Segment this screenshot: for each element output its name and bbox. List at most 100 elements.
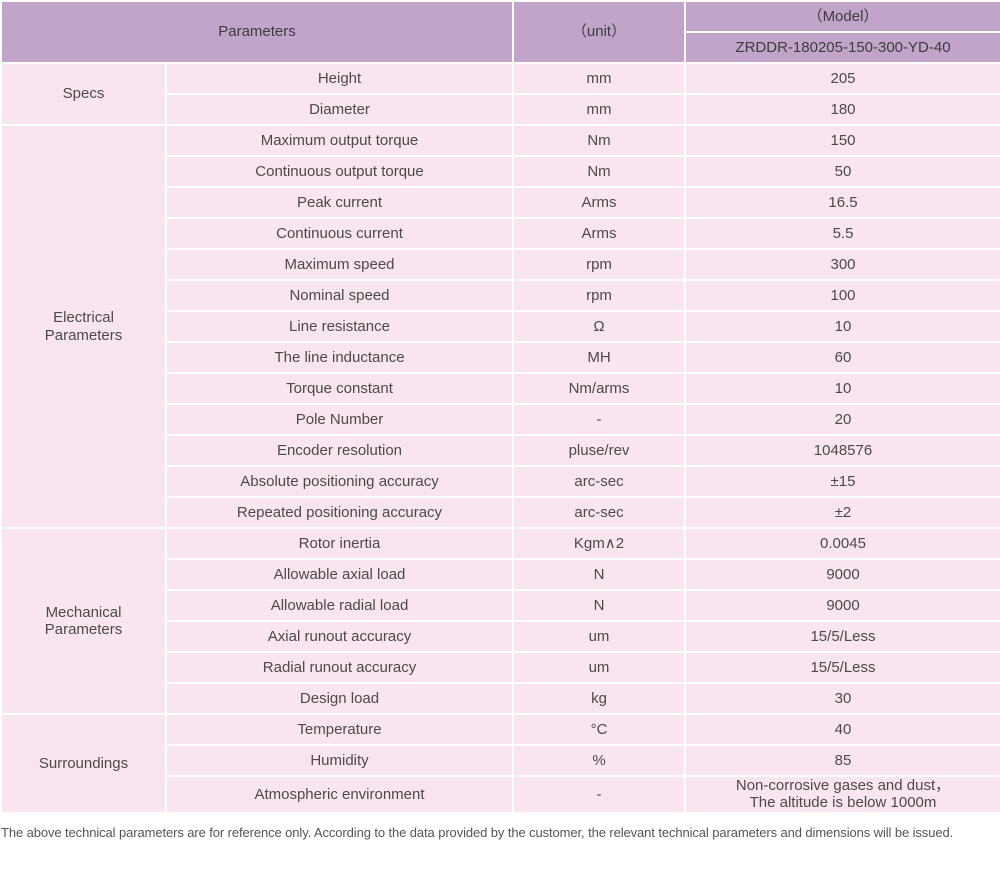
table-row: Mechanical Parameters Rotor inertia Kgm∧… [0, 527, 1000, 715]
unit-cell: °C [512, 713, 686, 746]
table-row: Atmospheric environment - Non-corrosive … [1, 775, 1000, 814]
param-cell: Rotor inertia [165, 527, 514, 560]
unit-cell: kg [512, 682, 686, 715]
unit-cell: um [512, 620, 686, 653]
table-row: Encoder resolution pluse/rev 1048576 [1, 434, 1000, 467]
unit-cell: Arms [512, 186, 686, 219]
unit-cell: um [512, 651, 686, 684]
unit-cell: rpm [512, 279, 686, 312]
param-cell: Absolute positioning accuracy [165, 465, 514, 498]
value-cell: 16.5 [684, 186, 1000, 219]
param-cell: Temperature [165, 713, 514, 746]
param-cell: Peak current [165, 186, 514, 219]
value-cell: 10 [684, 372, 1000, 405]
table-row: Design load kg 30 [1, 682, 1000, 715]
value-cell: 100 [684, 279, 1000, 312]
table-row: Line resistance Ω 10 [1, 310, 1000, 343]
group-cell-electrical: Electrical Parameters [0, 124, 167, 529]
table-row: Maximum speed rpm 300 [1, 248, 1000, 281]
table-row: Electrical Parameters Maximum output tor… [0, 124, 1000, 529]
param-cell: Repeated positioning accuracy [165, 496, 514, 529]
param-cell: Design load [165, 682, 514, 715]
value-cell: 10 [684, 310, 1000, 343]
param-cell: Encoder resolution [165, 434, 514, 467]
value-cell: 15/5/Less [684, 651, 1000, 684]
param-cell: Atmospheric environment [165, 775, 514, 814]
param-cell: Maximum speed [165, 248, 514, 281]
value-cell: 40 [684, 713, 1000, 746]
value-cell: Non-corrosive gases and dust， The altitu… [684, 775, 1000, 814]
param-cell: Nominal speed [165, 279, 514, 312]
disclaimer-note: The above technical parameters are for r… [1, 824, 954, 840]
value-cell: 20 [684, 403, 1000, 436]
value-cell: 180 [684, 93, 1000, 126]
param-cell: Line resistance [165, 310, 514, 343]
unit-cell: Arms [512, 217, 686, 250]
table-body: Specs Height mm 205 Diameter mm 180 Elec… [0, 62, 1000, 814]
param-cell: Pole Number [165, 403, 514, 436]
unit-cell: arc-sec [512, 496, 686, 529]
table-row: Specs Height mm 205 [0, 62, 1000, 126]
table-row: Pole Number - 20 [1, 403, 1000, 436]
value-cell: 1048576 [684, 434, 1000, 467]
group-cell-surroundings: Surroundings [0, 713, 167, 814]
spec-table: Parameters （unit） （Model） ZRDDR-180205-1… [0, 0, 1000, 814]
param-cell: Height [165, 62, 514, 95]
value-cell: 15/5/Less [684, 620, 1000, 653]
unit-cell: % [512, 744, 686, 777]
value-cell: 0.0045 [684, 527, 1000, 560]
table-row: Axial runout accuracy um 15/5/Less [1, 620, 1000, 653]
table-row: Allowable axial load N 9000 [1, 558, 1000, 591]
table-row: Surroundings Temperature °C 40 [0, 713, 1000, 814]
table-row: Continuous output torque Nm 50 [1, 155, 1000, 188]
param-cell: Allowable radial load [165, 589, 514, 622]
header-model-number: ZRDDR-180205-150-300-YD-40 [684, 31, 1000, 64]
unit-cell: MH [512, 341, 686, 374]
param-cell: Humidity [165, 744, 514, 777]
table-row: Torque constant Nm/arms 10 [1, 372, 1000, 405]
param-cell: Torque constant [165, 372, 514, 405]
header-parameters: Parameters [0, 0, 514, 64]
param-cell: Radial runout accuracy [165, 651, 514, 684]
table-row: Humidity % 85 [1, 744, 1000, 777]
value-cell: 9000 [684, 558, 1000, 591]
value-cell: 85 [684, 744, 1000, 777]
table-row: Repeated positioning accuracy arc-sec ±2 [1, 496, 1000, 529]
unit-cell: N [512, 558, 686, 591]
param-cell: Maximum output torque [165, 124, 514, 157]
unit-cell: arc-sec [512, 465, 686, 498]
header-row-2: ZRDDR-180205-150-300-YD-40 [1, 31, 1000, 64]
param-cell: The line inductance [165, 341, 514, 374]
value-cell: 50 [684, 155, 1000, 188]
table-row: Peak current Arms 16.5 [1, 186, 1000, 219]
header-row-1: Parameters （unit） （Model） [0, 0, 1000, 64]
unit-cell: Nm/arms [512, 372, 686, 405]
table-row: Continuous current Arms 5.5 [1, 217, 1000, 250]
unit-cell: pluse/rev [512, 434, 686, 467]
value-cell: 9000 [684, 589, 1000, 622]
table-row: The line inductance MH 60 [1, 341, 1000, 374]
param-cell: Continuous current [165, 217, 514, 250]
value-cell: ±2 [684, 496, 1000, 529]
unit-cell: - [512, 775, 686, 814]
table-row: Absolute positioning accuracy arc-sec ±1… [1, 465, 1000, 498]
group-cell-mechanical: Mechanical Parameters [0, 527, 167, 715]
unit-cell: Nm [512, 124, 686, 157]
value-cell: ±15 [684, 465, 1000, 498]
header-model: （Model） [684, 0, 1000, 33]
value-cell: 30 [684, 682, 1000, 715]
unit-cell: Nm [512, 155, 686, 188]
param-cell: Allowable axial load [165, 558, 514, 591]
table-row: Radial runout accuracy um 15/5/Less [1, 651, 1000, 684]
header-unit: （unit） [512, 0, 686, 64]
value-cell: 205 [684, 62, 1000, 95]
unit-cell: mm [512, 93, 686, 126]
unit-cell: mm [512, 62, 686, 95]
unit-cell: N [512, 589, 686, 622]
value-cell: 300 [684, 248, 1000, 281]
unit-cell: rpm [512, 248, 686, 281]
value-cell: 150 [684, 124, 1000, 157]
param-cell: Continuous output torque [165, 155, 514, 188]
table-row: Diameter mm 180 [1, 93, 1000, 126]
